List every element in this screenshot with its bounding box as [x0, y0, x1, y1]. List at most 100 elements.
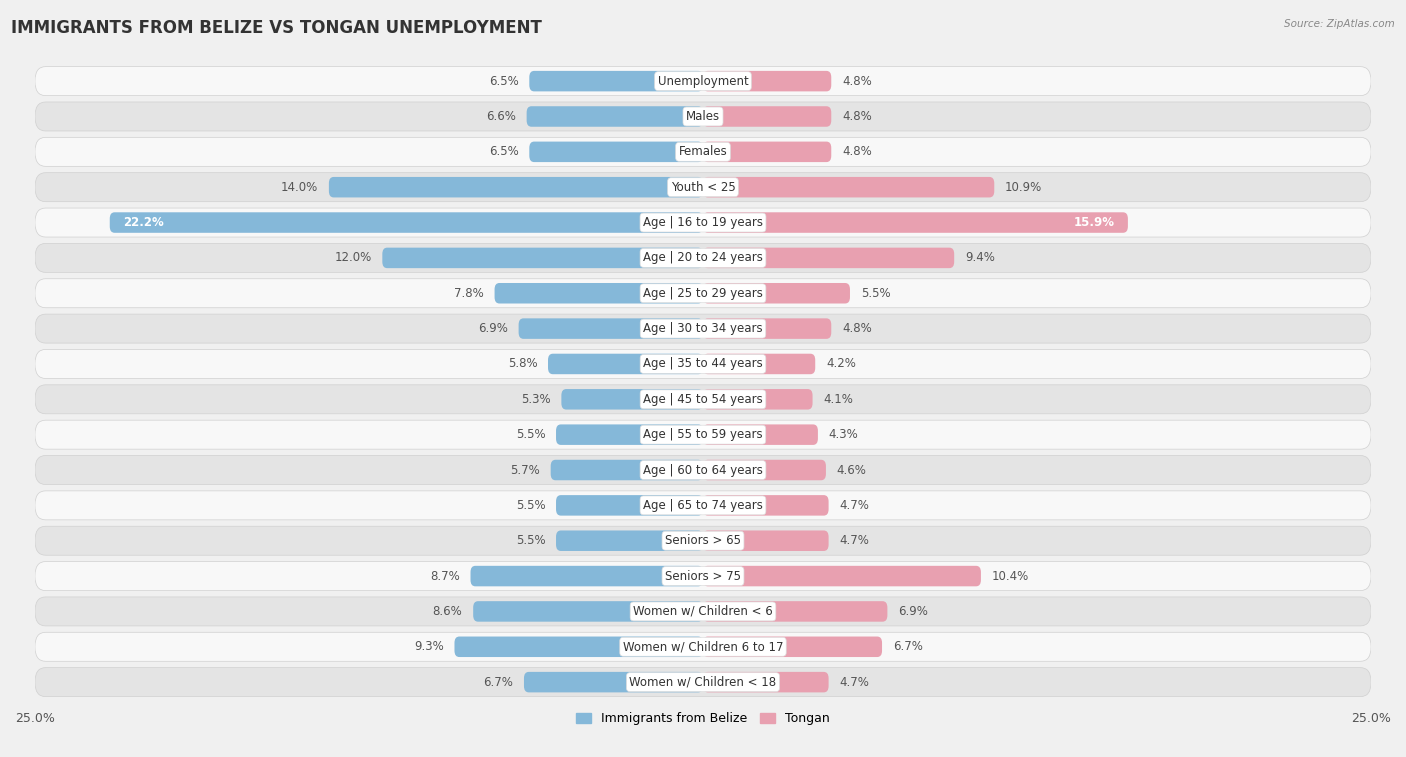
- Text: 6.9%: 6.9%: [898, 605, 928, 618]
- Text: Age | 45 to 54 years: Age | 45 to 54 years: [643, 393, 763, 406]
- Text: Males: Males: [686, 110, 720, 123]
- Text: Unemployment: Unemployment: [658, 75, 748, 88]
- FancyBboxPatch shape: [529, 71, 703, 92]
- FancyBboxPatch shape: [35, 456, 1371, 484]
- Text: Age | 30 to 34 years: Age | 30 to 34 years: [643, 322, 763, 335]
- FancyBboxPatch shape: [454, 637, 703, 657]
- FancyBboxPatch shape: [703, 248, 955, 268]
- Text: 5.5%: 5.5%: [860, 287, 890, 300]
- FancyBboxPatch shape: [471, 565, 703, 587]
- Text: Seniors > 75: Seniors > 75: [665, 569, 741, 583]
- Text: 5.5%: 5.5%: [516, 499, 546, 512]
- Text: 4.7%: 4.7%: [839, 676, 869, 689]
- Text: 5.8%: 5.8%: [508, 357, 537, 370]
- FancyBboxPatch shape: [35, 385, 1371, 414]
- Text: Youth < 25: Youth < 25: [671, 181, 735, 194]
- Text: Females: Females: [679, 145, 727, 158]
- Text: 12.0%: 12.0%: [335, 251, 371, 264]
- Text: 6.5%: 6.5%: [489, 145, 519, 158]
- Text: 4.8%: 4.8%: [842, 322, 872, 335]
- FancyBboxPatch shape: [703, 601, 887, 621]
- Text: Age | 55 to 59 years: Age | 55 to 59 years: [643, 428, 763, 441]
- FancyBboxPatch shape: [35, 173, 1371, 201]
- Text: 9.3%: 9.3%: [413, 640, 444, 653]
- FancyBboxPatch shape: [561, 389, 703, 410]
- FancyBboxPatch shape: [703, 531, 828, 551]
- FancyBboxPatch shape: [35, 597, 1371, 626]
- FancyBboxPatch shape: [35, 67, 1371, 95]
- FancyBboxPatch shape: [703, 354, 815, 374]
- Text: Age | 65 to 74 years: Age | 65 to 74 years: [643, 499, 763, 512]
- FancyBboxPatch shape: [519, 319, 703, 339]
- FancyBboxPatch shape: [35, 420, 1371, 449]
- Legend: Immigrants from Belize, Tongan: Immigrants from Belize, Tongan: [571, 707, 835, 730]
- Text: Seniors > 65: Seniors > 65: [665, 534, 741, 547]
- FancyBboxPatch shape: [703, 459, 825, 480]
- FancyBboxPatch shape: [527, 106, 703, 126]
- FancyBboxPatch shape: [35, 244, 1371, 273]
- FancyBboxPatch shape: [529, 142, 703, 162]
- FancyBboxPatch shape: [703, 565, 981, 587]
- FancyBboxPatch shape: [548, 354, 703, 374]
- Text: Age | 60 to 64 years: Age | 60 to 64 years: [643, 463, 763, 476]
- FancyBboxPatch shape: [382, 248, 703, 268]
- Text: 22.2%: 22.2%: [124, 216, 165, 229]
- Text: 6.6%: 6.6%: [486, 110, 516, 123]
- FancyBboxPatch shape: [551, 459, 703, 480]
- Text: 6.5%: 6.5%: [489, 75, 519, 88]
- Text: Women w/ Children < 18: Women w/ Children < 18: [630, 676, 776, 689]
- Text: 10.9%: 10.9%: [1005, 181, 1042, 194]
- Text: 6.9%: 6.9%: [478, 322, 508, 335]
- FancyBboxPatch shape: [35, 208, 1371, 237]
- FancyBboxPatch shape: [703, 71, 831, 92]
- FancyBboxPatch shape: [555, 495, 703, 516]
- Text: 4.2%: 4.2%: [825, 357, 856, 370]
- FancyBboxPatch shape: [703, 389, 813, 410]
- FancyBboxPatch shape: [555, 425, 703, 445]
- FancyBboxPatch shape: [35, 350, 1371, 378]
- FancyBboxPatch shape: [703, 283, 851, 304]
- FancyBboxPatch shape: [35, 102, 1371, 131]
- Text: 8.6%: 8.6%: [433, 605, 463, 618]
- Text: Women w/ Children 6 to 17: Women w/ Children 6 to 17: [623, 640, 783, 653]
- Text: 9.4%: 9.4%: [965, 251, 995, 264]
- Text: 4.6%: 4.6%: [837, 463, 866, 476]
- Text: 4.8%: 4.8%: [842, 110, 872, 123]
- Text: Women w/ Children < 6: Women w/ Children < 6: [633, 605, 773, 618]
- Text: 8.7%: 8.7%: [430, 569, 460, 583]
- FancyBboxPatch shape: [35, 279, 1371, 308]
- FancyBboxPatch shape: [35, 562, 1371, 590]
- Text: 4.8%: 4.8%: [842, 75, 872, 88]
- Text: 5.7%: 5.7%: [510, 463, 540, 476]
- Text: 10.4%: 10.4%: [991, 569, 1029, 583]
- FancyBboxPatch shape: [703, 425, 818, 445]
- Text: Age | 20 to 24 years: Age | 20 to 24 years: [643, 251, 763, 264]
- Text: 5.3%: 5.3%: [522, 393, 551, 406]
- FancyBboxPatch shape: [703, 106, 831, 126]
- FancyBboxPatch shape: [495, 283, 703, 304]
- FancyBboxPatch shape: [703, 177, 994, 198]
- FancyBboxPatch shape: [703, 637, 882, 657]
- Text: 5.5%: 5.5%: [516, 534, 546, 547]
- Text: 14.0%: 14.0%: [281, 181, 318, 194]
- FancyBboxPatch shape: [35, 526, 1371, 555]
- Text: Age | 35 to 44 years: Age | 35 to 44 years: [643, 357, 763, 370]
- Text: 4.7%: 4.7%: [839, 499, 869, 512]
- Text: 6.7%: 6.7%: [484, 676, 513, 689]
- Text: 15.9%: 15.9%: [1074, 216, 1115, 229]
- Text: Age | 25 to 29 years: Age | 25 to 29 years: [643, 287, 763, 300]
- FancyBboxPatch shape: [110, 212, 703, 233]
- FancyBboxPatch shape: [35, 632, 1371, 662]
- FancyBboxPatch shape: [703, 319, 831, 339]
- FancyBboxPatch shape: [703, 212, 1128, 233]
- Text: 7.8%: 7.8%: [454, 287, 484, 300]
- FancyBboxPatch shape: [703, 142, 831, 162]
- Text: Age | 16 to 19 years: Age | 16 to 19 years: [643, 216, 763, 229]
- FancyBboxPatch shape: [703, 495, 828, 516]
- Text: IMMIGRANTS FROM BELIZE VS TONGAN UNEMPLOYMENT: IMMIGRANTS FROM BELIZE VS TONGAN UNEMPLO…: [11, 19, 543, 37]
- FancyBboxPatch shape: [35, 314, 1371, 343]
- Text: 5.5%: 5.5%: [516, 428, 546, 441]
- FancyBboxPatch shape: [703, 672, 828, 693]
- FancyBboxPatch shape: [474, 601, 703, 621]
- Text: 4.7%: 4.7%: [839, 534, 869, 547]
